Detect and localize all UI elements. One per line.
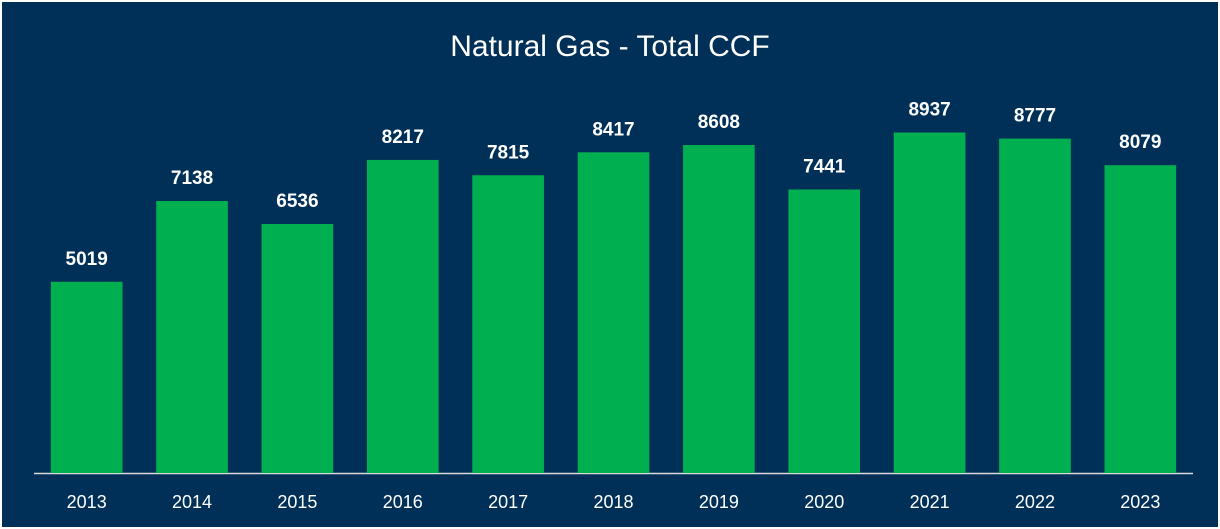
x-tick-label: 2015: [277, 492, 317, 512]
bar: [577, 152, 650, 473]
value-label: 8217: [382, 127, 424, 148]
value-label: 6536: [276, 191, 318, 212]
bar: [1104, 165, 1177, 473]
x-tick-label: 2013: [67, 492, 107, 512]
value-label: 7441: [803, 157, 846, 178]
bar: [683, 145, 755, 473]
value-label: 7138: [171, 168, 213, 189]
x-tick-label: 2018: [593, 492, 633, 512]
value-label: 8079: [1119, 132, 1161, 153]
x-tick-label: 2016: [383, 492, 423, 512]
x-tick-label: 2019: [699, 492, 739, 512]
value-label: 8777: [1014, 106, 1056, 127]
x-tick-label: 2014: [172, 492, 212, 512]
x-tick-label: 2020: [804, 492, 844, 512]
bar: [50, 281, 123, 473]
value-label: 8608: [698, 112, 740, 133]
bar: [472, 175, 544, 473]
chart-title: Natural Gas - Total CCF: [450, 30, 770, 63]
bar: [261, 223, 334, 473]
value-label: 5019: [66, 249, 108, 270]
bar: [156, 201, 228, 473]
x-tick-label: 2023: [1120, 492, 1160, 512]
value-label: 8937: [908, 100, 950, 121]
bar: [366, 159, 439, 473]
x-tick-label: 2017: [488, 492, 528, 512]
value-label: 8417: [592, 119, 634, 140]
bar: [893, 132, 966, 473]
x-tick-label: 2021: [910, 492, 950, 512]
bar: [788, 189, 861, 473]
value-label: 7815: [487, 142, 530, 163]
bar: [999, 138, 1071, 473]
x-tick-label: 2022: [1015, 492, 1055, 512]
